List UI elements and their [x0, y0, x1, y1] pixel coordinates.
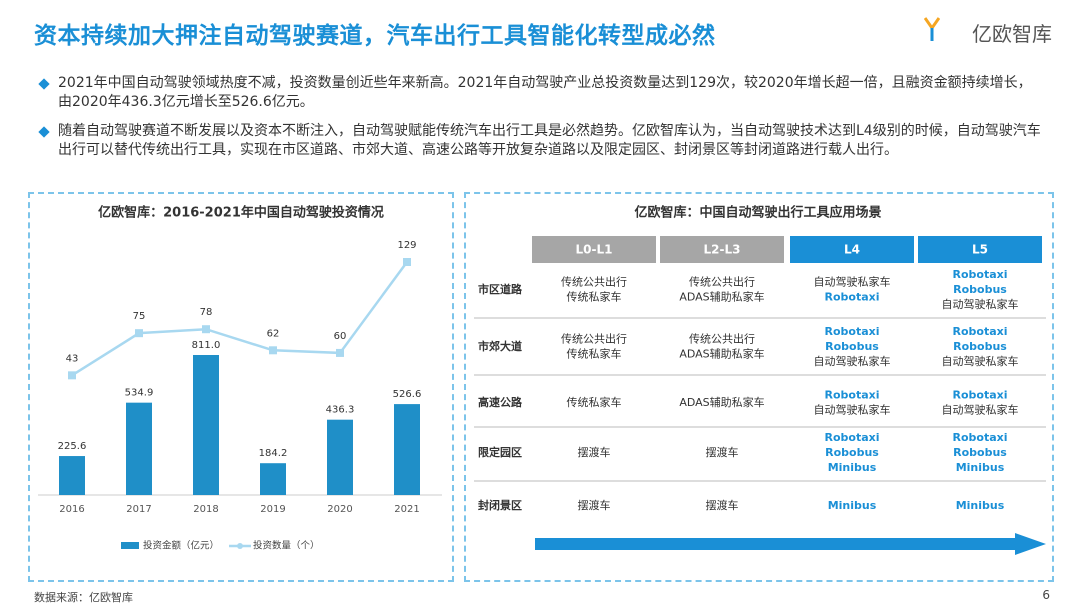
- cell-text: 传统私家车: [567, 290, 622, 304]
- chart-panel: [28, 192, 454, 582]
- chart-title: 亿欧智库：2016-2021年中国自动驾驶投资情况: [98, 205, 384, 221]
- line-point: [135, 329, 143, 338]
- legend-label: 投资金额（亿元）: [143, 540, 219, 552]
- legend-label: 投资数量（个）: [253, 540, 320, 552]
- cell-text: Minibus: [828, 461, 877, 474]
- x-tick-label: 2019: [260, 504, 285, 515]
- data-label: 811.0: [192, 340, 221, 351]
- x-tick-label: 2016: [59, 504, 84, 515]
- bar: [59, 456, 85, 495]
- row-label: 市区道路: [478, 282, 523, 296]
- cell-text: Robotaxi: [952, 389, 1007, 402]
- data-label: 43: [66, 353, 79, 364]
- cell-text: Robotaxi: [952, 325, 1007, 338]
- column-header-label: L2-L3: [704, 243, 741, 257]
- line-point: [403, 258, 411, 266]
- column-header: [660, 236, 784, 263]
- cell-text: 传统公共出行: [689, 332, 755, 346]
- cell-text: Robotaxi: [824, 291, 879, 304]
- row-label: 高速公路: [478, 395, 523, 409]
- cell-text: 自动驾驶私家车: [942, 403, 1019, 417]
- bar: [193, 355, 219, 495]
- cell-text: ADAS辅助私家车: [679, 290, 764, 304]
- x-tick-label: 2021: [394, 504, 419, 515]
- trend-arrow: [535, 533, 1046, 555]
- logo-text: 亿欧智库: [972, 22, 1052, 46]
- cell-text: ADAS辅助私家车: [679, 395, 764, 409]
- x-tick-label: 2018: [193, 504, 218, 515]
- x-tick-label: 2017: [126, 504, 151, 515]
- row-label: 封闭景区: [478, 498, 522, 512]
- cell-text: 传统公共出行: [561, 275, 627, 289]
- cell-text: Robobus: [953, 283, 1007, 296]
- cell-text: 传统公共出行: [561, 332, 627, 346]
- column-header: [532, 236, 656, 263]
- column-header: [918, 236, 1042, 263]
- cell-text: Minibus: [956, 461, 1005, 474]
- column-header-label: L5: [972, 243, 988, 257]
- x-tick-label: 2020: [327, 504, 352, 515]
- line-point: [202, 325, 210, 334]
- cell-text: Minibus: [828, 499, 877, 512]
- cell-text: 自动驾驶私家车: [942, 354, 1019, 368]
- bar: [260, 463, 286, 495]
- data-label: 75: [133, 311, 146, 322]
- bullet-text: 2021年中国自动驾驶领域热度不减，投资数量创近些年来新高。2021年自动驾驶产…: [58, 75, 1032, 110]
- row-label: 限定园区: [478, 445, 522, 459]
- cell-text: Minibus: [956, 499, 1005, 512]
- bar: [327, 419, 353, 495]
- cell-text: Robotaxi: [952, 431, 1007, 444]
- cell-text: 自动驾驶私家车: [814, 403, 891, 417]
- page-number: 6: [1042, 588, 1050, 602]
- line: [71, 261, 409, 377]
- line-point: [336, 348, 344, 357]
- bar: [126, 402, 152, 495]
- data-label: 129: [397, 240, 416, 251]
- cell-text: Robobus: [953, 340, 1007, 353]
- cell-text: Robobus: [825, 340, 879, 353]
- data-label: 225.6: [58, 441, 87, 452]
- cell-text: 摆渡车: [706, 445, 739, 459]
- cell-text: 摆渡车: [578, 498, 611, 512]
- cell-text: Robobus: [953, 446, 1007, 459]
- data-label: 534.9: [125, 388, 154, 399]
- column-header-label: L0-L1: [576, 243, 613, 257]
- data-label: 78: [200, 307, 213, 318]
- data-label: 184.2: [259, 448, 288, 459]
- column-header: [790, 236, 914, 263]
- cell-text: Robotaxi: [824, 431, 879, 444]
- cell-text: 传统私家车: [567, 395, 622, 409]
- cell-text: 传统公共出行: [689, 275, 755, 289]
- line-point: [269, 346, 277, 355]
- cell-text: 摆渡车: [578, 445, 611, 459]
- cell-text: 自动驾驶私家车: [814, 354, 891, 368]
- cell-text: 自动驾驶私家车: [942, 297, 1019, 311]
- cell-text: Robotaxi: [824, 389, 879, 402]
- cell-text: 自动驾驶私家车: [814, 275, 891, 289]
- bullet-text: 随着自动驾驶赛道不断发展以及资本不断注入，自动驾驶赋能传统汽车出行工具是必然趋势…: [58, 123, 1041, 158]
- table-panel: [464, 192, 1054, 582]
- data-label: 60: [334, 331, 347, 342]
- legend-swatch: [237, 543, 243, 549]
- table-title: 亿欧智库：中国自动驾驶出行工具应用场景: [634, 205, 881, 221]
- legend-swatch: [121, 542, 139, 549]
- logo-mark: [924, 17, 940, 41]
- cell-text: Robobus: [825, 446, 879, 459]
- column-header-label: L4: [844, 243, 860, 257]
- slide-title: 资本持续加大押注自动驾驶赛道，汽车出行工具智能化转型成必然: [34, 23, 716, 49]
- cell-text: 摆渡车: [706, 498, 739, 512]
- cell-text: Robotaxi: [824, 325, 879, 338]
- bar: [394, 404, 420, 495]
- line-point: [68, 371, 76, 380]
- cell-text: ADAS辅助私家车: [679, 347, 764, 361]
- data-label: 526.6: [393, 389, 422, 400]
- source: 数据来源：亿欧智库: [34, 591, 133, 604]
- row-label: 市郊大道: [478, 339, 522, 353]
- cell-text: 传统私家车: [567, 347, 622, 361]
- data-label: 62: [267, 328, 280, 339]
- cell-text: Robotaxi: [952, 268, 1007, 281]
- data-label: 436.3: [326, 405, 355, 416]
